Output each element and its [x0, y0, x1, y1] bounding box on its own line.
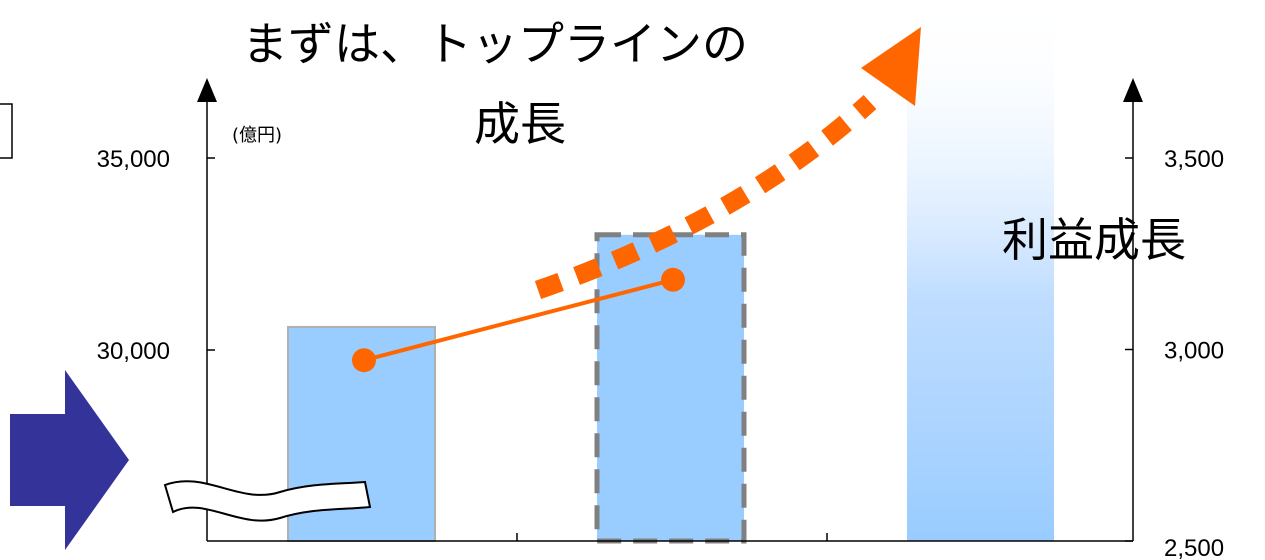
dotted-growth-arrow-icon: [534, 27, 921, 299]
right-tick-label: 2,500: [1164, 535, 1224, 560]
line-point: [661, 267, 685, 292]
side-box-edge: [0, 103, 13, 159]
unit-label: (億円): [232, 125, 282, 146]
left-tick-label: 30,000: [97, 338, 170, 365]
line-series-path: [363, 277, 674, 363]
right-tick-label: 3,500: [1164, 146, 1224, 173]
left-axis: [197, 78, 217, 541]
right-block-arrow-icon: [10, 370, 129, 550]
bar: [907, 0, 1054, 541]
headline-line2: 成長: [474, 97, 566, 151]
left-axis-ticks: 30,000 35,000: [97, 146, 215, 365]
dotted-growth-arrow-shaft: [534, 94, 877, 299]
right-axis: [1123, 78, 1143, 541]
dotted-growth-arrowhead: [861, 27, 921, 106]
left-tick-label: 35,000: [97, 146, 170, 173]
right-axis-arrowhead: [1123, 78, 1143, 102]
profit-growth-label: 利益成長: [1002, 213, 1186, 267]
left-axis-arrowhead: [197, 78, 217, 102]
headline-line1: まずは、トップラインの: [242, 17, 748, 71]
line-point: [352, 348, 376, 373]
line-series: [352, 267, 685, 373]
axis-break-ribbon-icon: [163, 480, 372, 522]
right-axis-ticks: 2,500 3,000 3,500: [1125, 146, 1224, 560]
right-tick-label: 3,000: [1164, 338, 1224, 365]
